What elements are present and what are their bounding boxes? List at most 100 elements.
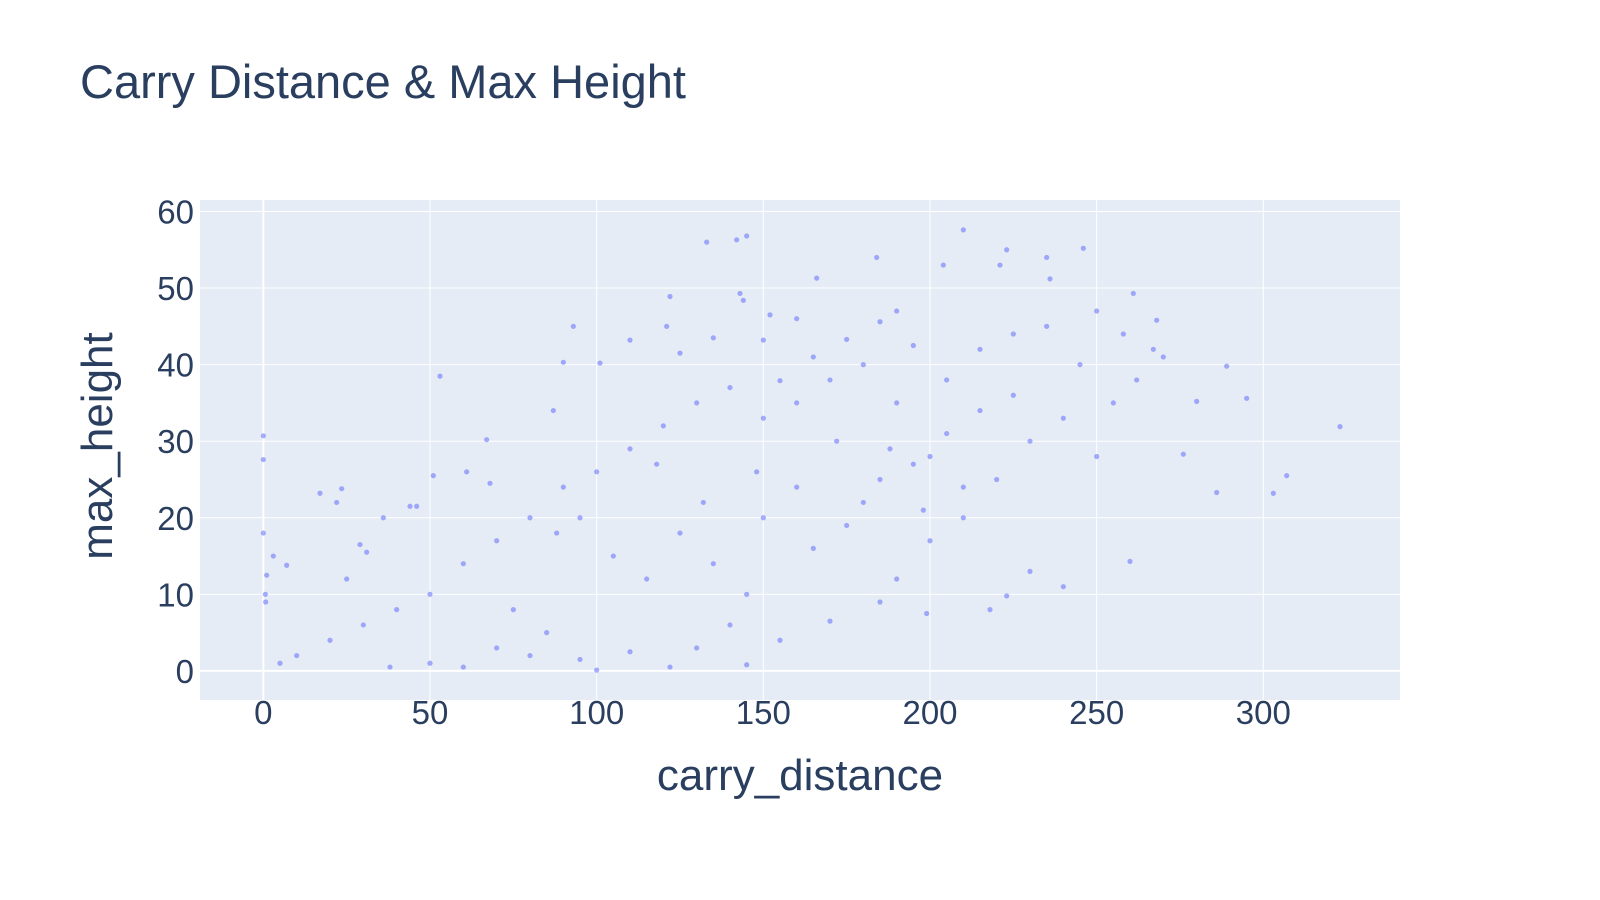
scatter-point [927, 453, 933, 460]
scatter-point [577, 656, 583, 663]
scatter-point [597, 360, 603, 366]
scatter-point [1004, 247, 1010, 253]
y-tick-label: 10 [157, 576, 194, 613]
y-axis-title: max_height [73, 332, 122, 559]
scatter-point [627, 337, 633, 343]
scatter-point [1004, 593, 1010, 599]
scatter-point [860, 499, 866, 506]
scatter-point [877, 599, 883, 605]
x-axis-title: carry_distance [657, 751, 943, 800]
scatter-point [1110, 400, 1116, 406]
y-tick-label: 60 [157, 193, 194, 230]
scatter-point [1130, 290, 1136, 297]
scatter-point [727, 384, 733, 391]
scatter-point [987, 607, 993, 613]
scatter-point [284, 562, 290, 568]
scatter-point [427, 660, 433, 666]
scatter-point [877, 476, 883, 483]
scatter-point [1244, 395, 1250, 401]
scatter-point [1027, 438, 1033, 444]
scatter-point [1047, 276, 1053, 282]
scatter-point [510, 607, 516, 613]
scatter-point [560, 484, 566, 490]
scatter-point [794, 484, 800, 490]
scatter-point [744, 591, 750, 597]
scatter-point [277, 660, 283, 666]
scatter-point [387, 664, 393, 670]
scatter-point [777, 637, 783, 643]
scatter-point [940, 262, 946, 268]
scatter-point [644, 576, 650, 582]
scatter-point [1027, 568, 1033, 574]
scatter-point [1044, 254, 1050, 261]
scatter-point [654, 461, 660, 467]
scatter-point [1180, 451, 1186, 457]
scatter-point [997, 262, 1003, 268]
scatter-point [694, 400, 700, 406]
scatter-point [1194, 398, 1200, 404]
scatter-point [810, 354, 816, 360]
scatter-point [407, 503, 413, 509]
plot-area [200, 200, 1400, 700]
scatter-point [977, 407, 983, 414]
scatter-point [494, 645, 500, 651]
scatter-point [667, 293, 673, 300]
scatter-point [844, 336, 850, 342]
data-points [260, 227, 1343, 673]
scatter-point [944, 430, 950, 437]
scatter-point [527, 652, 533, 659]
scatter-point [260, 530, 266, 536]
scatter-point [262, 591, 268, 597]
scatter-point [1060, 415, 1066, 421]
scatter-point [627, 649, 633, 655]
scatter-point [364, 549, 370, 555]
scatter-point [334, 499, 340, 506]
scatter-point [877, 319, 883, 325]
scatter-point [677, 350, 683, 356]
scatter-point [767, 312, 773, 318]
scatter-point [544, 630, 550, 636]
scatter-point [527, 515, 533, 521]
scatter-point [317, 490, 323, 496]
y-tick-label: 20 [157, 500, 194, 537]
grid-lines [200, 200, 1400, 700]
scatter-point [777, 378, 783, 384]
scatter-point [339, 486, 345, 492]
scatter-point [1120, 331, 1126, 337]
scatter-point [744, 662, 750, 668]
scatter-point [437, 373, 443, 379]
scatter-point [1337, 424, 1343, 430]
scatter-point [550, 407, 556, 414]
scatter-point [260, 433, 266, 439]
scatter-point [844, 522, 850, 529]
scatter-point [727, 622, 733, 628]
scatter-point [294, 652, 300, 659]
scatter-point [594, 667, 600, 673]
scatter-point [1224, 363, 1230, 369]
scatter-point [944, 377, 950, 383]
y-tick-label: 40 [157, 347, 194, 384]
scatter-point [594, 469, 600, 475]
scatter-point [814, 275, 820, 281]
chart-title: Carry Distance & Max Height [80, 55, 686, 108]
scatter-point [487, 480, 493, 486]
scatter-point [1127, 558, 1133, 565]
x-tick-label: 300 [1236, 694, 1291, 731]
x-tick-label: 100 [569, 694, 624, 731]
scatter-point [910, 342, 916, 349]
scatter-point [810, 545, 816, 551]
scatter-point [1284, 473, 1290, 479]
scatter-point [660, 423, 666, 429]
scatter-point [667, 664, 673, 670]
scatter-point [960, 515, 966, 521]
scatter-point [744, 233, 750, 239]
y-tick-label: 0 [176, 653, 194, 690]
scatter-point [894, 308, 900, 314]
scatter-point [1044, 323, 1050, 329]
scatter-point [560, 359, 566, 365]
scatter-point [460, 561, 466, 567]
x-tick-label: 50 [412, 694, 449, 731]
scatter-point [1150, 346, 1156, 352]
scatter-point [1010, 392, 1016, 398]
scatter-point [760, 515, 766, 521]
